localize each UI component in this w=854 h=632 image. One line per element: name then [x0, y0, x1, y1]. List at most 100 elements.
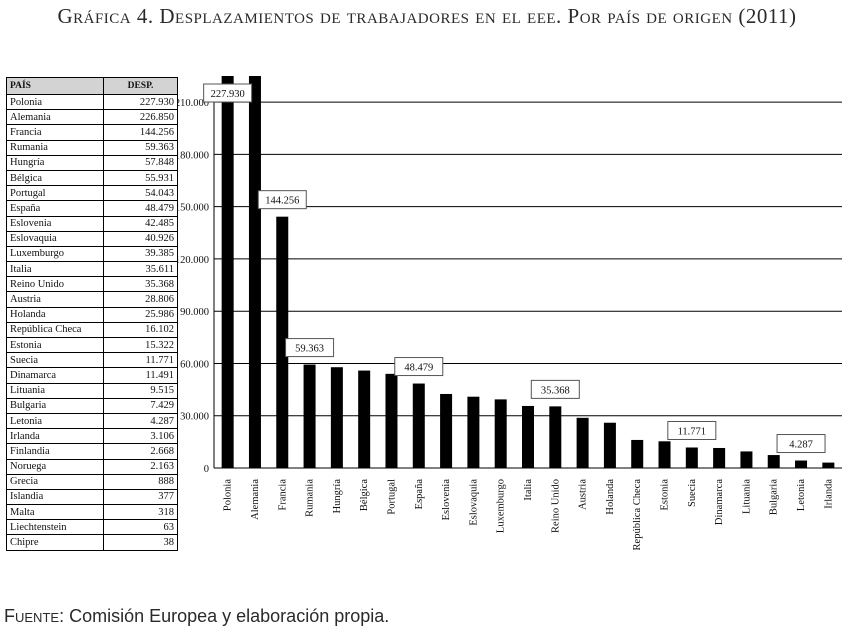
- data-label-box: [530, 379, 580, 399]
- table-row: Francia 144.256: [6, 124, 178, 141]
- table-row: Islandia 377: [6, 488, 178, 506]
- table-row: Luxemburgo 39.385: [6, 245, 178, 263]
- data-table: PAÍS DESP. Polonia 227.930 Alemania 226.850…: [6, 77, 178, 551]
- x-tick-label: Irlanda: [823, 479, 834, 509]
- displacement-cell: 38: [103, 534, 178, 551]
- bar: [467, 396, 480, 468]
- table-row: Chipre 38: [6, 534, 178, 551]
- displacement-cell: 48.479: [103, 200, 178, 217]
- table-row: Finlandia 2.668: [6, 443, 178, 460]
- bar: [385, 373, 398, 468]
- x-tick-label: España: [414, 479, 425, 510]
- table-row: Letonia 4.287: [6, 412, 178, 430]
- displacement-cell: 4.287: [103, 412, 178, 430]
- displacement-cell: 35.368: [103, 276, 178, 293]
- displacement-cell: 55.931: [103, 169, 178, 187]
- displacement-cell: 9.515: [103, 382, 178, 399]
- displacement-cell: 15.322: [103, 336, 178, 354]
- bar: [576, 417, 589, 468]
- country-cell: Estonia: [6, 336, 104, 354]
- table-header-row: PAÍS DESP.: [6, 77, 178, 95]
- country-cell: Irlanda: [6, 428, 104, 445]
- data-label: 59.363: [295, 344, 324, 355]
- x-tick-label: Reino Unido: [550, 479, 561, 533]
- bar: [795, 460, 808, 468]
- table-row: Italia 35.611: [6, 261, 178, 278]
- header-country: PAÍS: [6, 77, 104, 95]
- country-cell: Austria: [6, 291, 104, 308]
- country-cell: Italia: [6, 261, 104, 278]
- table-row: Eslovenia 42.485: [6, 215, 178, 232]
- country-cell: Hungría: [6, 154, 104, 171]
- displacement-cell: 377: [103, 488, 178, 506]
- table-row: Bélgica 55.931: [6, 169, 178, 187]
- table-row: República Checa 16.102: [6, 321, 178, 339]
- x-tick-label: Austria: [578, 479, 589, 510]
- displacement-cell: 226.850: [103, 109, 178, 126]
- table-row: Estonia 15.322: [6, 336, 178, 354]
- country-cell: Islandia: [6, 488, 104, 506]
- country-cell: Polonia: [6, 93, 104, 111]
- data-label: 35.368: [541, 385, 570, 396]
- displacement-cell: 63: [103, 519, 178, 536]
- table-row: Portugal 54.043: [6, 185, 178, 202]
- table-row: Grecia 888: [6, 473, 178, 490]
- country-cell: Reino Unido: [6, 276, 104, 293]
- x-tick-label: Dinamarca: [714, 479, 725, 525]
- table-row: Polonia 227.930: [6, 93, 178, 111]
- y-tick-label: 60.000: [180, 359, 209, 370]
- displacement-cell: 2.163: [103, 458, 178, 475]
- displacement-cell: 144.256: [103, 124, 178, 141]
- bar: [276, 216, 289, 468]
- y-tick-label: 180.000: [178, 150, 209, 161]
- bar: [603, 422, 616, 468]
- data-label-box: [667, 420, 717, 440]
- bar: [440, 393, 453, 468]
- displacement-cell: 227.930: [103, 93, 178, 111]
- header-displacements: DESP.: [103, 77, 178, 95]
- data-label-box: [203, 83, 253, 103]
- data-label: 11.771: [678, 426, 707, 437]
- country-cell: Rumania: [6, 139, 104, 156]
- bar: [303, 364, 316, 468]
- table-row: Eslovaquia 40.926: [6, 230, 178, 247]
- bar-chart: 0 30.000 60.000 90.000 120.000 150.000 180.000…: [178, 76, 842, 551]
- x-tick-label: Hungría: [332, 479, 343, 514]
- country-cell: Holanda: [6, 306, 104, 323]
- x-tick-label: República Checa: [632, 479, 643, 551]
- country-cell: Bulgaria: [6, 397, 104, 414]
- country-cell: Chipre: [6, 534, 104, 551]
- x-tick-label: Eslovaquia: [468, 479, 479, 526]
- table-row: Irlanda 3.106: [6, 428, 178, 445]
- data-label-box: [257, 190, 307, 210]
- country-cell: Letonia: [6, 412, 104, 430]
- x-tick-label: Holanda: [605, 479, 616, 515]
- y-tick-label: 0: [204, 464, 209, 475]
- x-tick-label: Italia: [523, 479, 534, 501]
- data-label: 227.930: [211, 89, 245, 100]
- country-cell: Lituania: [6, 382, 104, 399]
- country-cell: Noruega: [6, 458, 104, 475]
- displacement-cell: 3.106: [103, 428, 178, 445]
- country-cell: República Checa: [6, 321, 104, 339]
- country-cell: Luxemburgo: [6, 245, 104, 263]
- country-cell: Suecia: [6, 352, 104, 369]
- source-text: : Comisión Europea y elaboración propia.: [59, 606, 390, 626]
- displacement-cell: 35.611: [103, 261, 178, 278]
- bar: [549, 406, 562, 468]
- table-row: Rumania 59.363: [6, 139, 178, 156]
- table-row: Suecia 11.771: [6, 352, 178, 369]
- country-cell: Alemania: [6, 109, 104, 126]
- y-tick-label: 30.000: [180, 412, 209, 423]
- table-row: Dinamarca 11.491: [6, 367, 178, 384]
- country-cell: Dinamarca: [6, 367, 104, 384]
- data-label: 48.479: [404, 363, 433, 374]
- displacement-cell: 11.771: [103, 352, 178, 369]
- table-row: Reino Unido 35.368: [6, 276, 178, 293]
- displacement-cell: 888: [103, 473, 178, 490]
- x-tick-label: Francia: [277, 479, 288, 511]
- displacement-cell: 39.385: [103, 245, 178, 263]
- source-label: Fuente: [4, 606, 60, 626]
- table-row: Malta 318: [6, 504, 178, 521]
- displacement-cell: 28.806: [103, 291, 178, 308]
